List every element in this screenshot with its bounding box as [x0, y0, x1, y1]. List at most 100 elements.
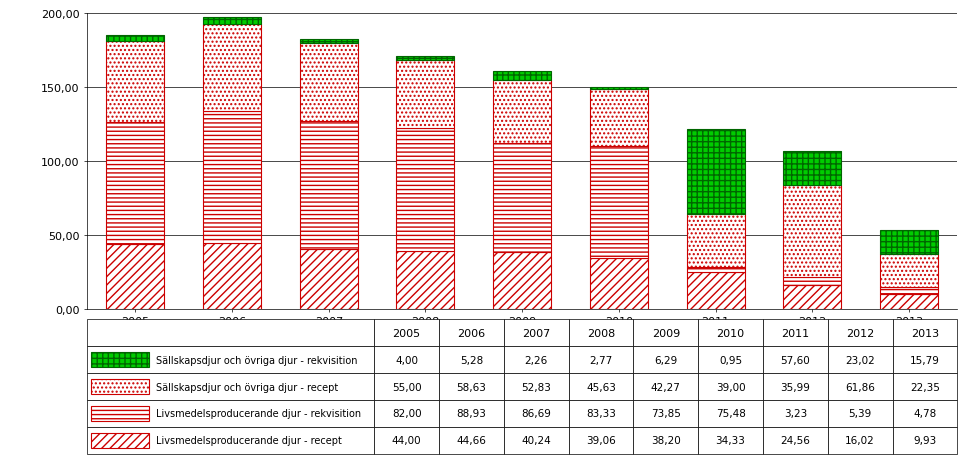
Text: 2,26: 2,26: [524, 355, 548, 365]
Bar: [828, 319, 893, 346]
Bar: [504, 427, 569, 454]
Bar: [374, 400, 439, 427]
Text: 73,85: 73,85: [651, 408, 681, 419]
Bar: [698, 400, 763, 427]
Bar: [633, 427, 698, 454]
Bar: [439, 400, 504, 427]
Text: 40,24: 40,24: [521, 435, 551, 445]
Bar: [92, 433, 149, 448]
Bar: [396, 128, 454, 251]
Bar: [783, 285, 841, 309]
Bar: [300, 44, 358, 122]
Text: 2011: 2011: [781, 328, 809, 338]
Bar: [569, 427, 633, 454]
Bar: [504, 346, 569, 373]
Bar: [203, 243, 261, 309]
Bar: [374, 346, 439, 373]
Bar: [828, 400, 893, 427]
Bar: [439, 373, 504, 400]
Text: 2,77: 2,77: [589, 355, 613, 365]
Bar: [569, 373, 633, 400]
Bar: [828, 373, 893, 400]
Bar: [504, 319, 569, 346]
Bar: [203, 18, 261, 25]
Bar: [687, 268, 745, 273]
Text: 82,00: 82,00: [392, 408, 422, 419]
Bar: [783, 152, 841, 186]
Bar: [374, 319, 439, 346]
Text: 58,63: 58,63: [456, 382, 486, 392]
Bar: [893, 373, 957, 400]
Bar: [569, 346, 633, 373]
Bar: [439, 319, 504, 346]
Text: 44,66: 44,66: [456, 435, 486, 445]
Bar: [87, 427, 374, 454]
Text: 2008: 2008: [587, 328, 615, 338]
Bar: [698, 346, 763, 373]
Bar: [590, 88, 648, 89]
Bar: [300, 122, 358, 250]
Text: 83,33: 83,33: [586, 408, 616, 419]
Bar: [396, 61, 454, 128]
Text: 15,79: 15,79: [910, 355, 940, 365]
Bar: [763, 346, 828, 373]
Bar: [893, 319, 957, 346]
Bar: [439, 427, 504, 454]
Bar: [698, 427, 763, 454]
Text: 2010: 2010: [717, 328, 745, 338]
Bar: [687, 273, 745, 309]
Bar: [633, 400, 698, 427]
Bar: [439, 346, 504, 373]
Text: 22,35: 22,35: [910, 382, 940, 392]
Bar: [698, 319, 763, 346]
Bar: [106, 36, 164, 42]
Text: 2007: 2007: [522, 328, 550, 338]
Bar: [880, 287, 938, 294]
Bar: [493, 72, 551, 81]
Text: 3,23: 3,23: [783, 408, 807, 419]
Bar: [374, 373, 439, 400]
Text: 39,00: 39,00: [716, 382, 746, 392]
Bar: [698, 373, 763, 400]
Text: 42,27: 42,27: [651, 382, 681, 392]
Text: 45,63: 45,63: [586, 382, 616, 392]
Bar: [106, 42, 164, 123]
Text: 2006: 2006: [457, 328, 485, 338]
Text: 23,02: 23,02: [845, 355, 875, 365]
Bar: [763, 427, 828, 454]
Text: 4,78: 4,78: [913, 408, 937, 419]
Bar: [203, 25, 261, 112]
Text: 55,00: 55,00: [392, 382, 422, 392]
Bar: [493, 81, 551, 144]
Bar: [87, 346, 374, 373]
Bar: [106, 244, 164, 309]
Text: 39,06: 39,06: [586, 435, 616, 445]
Bar: [396, 251, 454, 309]
Text: 6,29: 6,29: [654, 355, 678, 365]
Bar: [300, 40, 358, 44]
Bar: [493, 252, 551, 309]
Bar: [893, 427, 957, 454]
Bar: [92, 379, 149, 394]
Text: 2013: 2013: [911, 328, 939, 338]
Text: 24,56: 24,56: [780, 435, 810, 445]
Text: 86,69: 86,69: [521, 408, 551, 419]
Bar: [828, 346, 893, 373]
Bar: [504, 400, 569, 427]
Text: 35,99: 35,99: [780, 382, 810, 392]
Bar: [687, 130, 745, 215]
Bar: [569, 400, 633, 427]
Bar: [633, 373, 698, 400]
Text: 5,28: 5,28: [459, 355, 484, 365]
Text: Livsmedelsproducerande djur - rekvisition: Livsmedelsproducerande djur - rekvisitio…: [156, 408, 361, 419]
Bar: [569, 319, 633, 346]
Text: 2009: 2009: [652, 328, 680, 338]
Bar: [687, 215, 745, 268]
Text: Sällskapsdjur och övriga djur - recept: Sällskapsdjur och övriga djur - recept: [156, 382, 338, 392]
Text: 61,86: 61,86: [845, 382, 875, 392]
Bar: [504, 373, 569, 400]
Bar: [590, 258, 648, 309]
Text: 16,02: 16,02: [845, 435, 875, 445]
Bar: [783, 277, 841, 285]
Bar: [633, 319, 698, 346]
